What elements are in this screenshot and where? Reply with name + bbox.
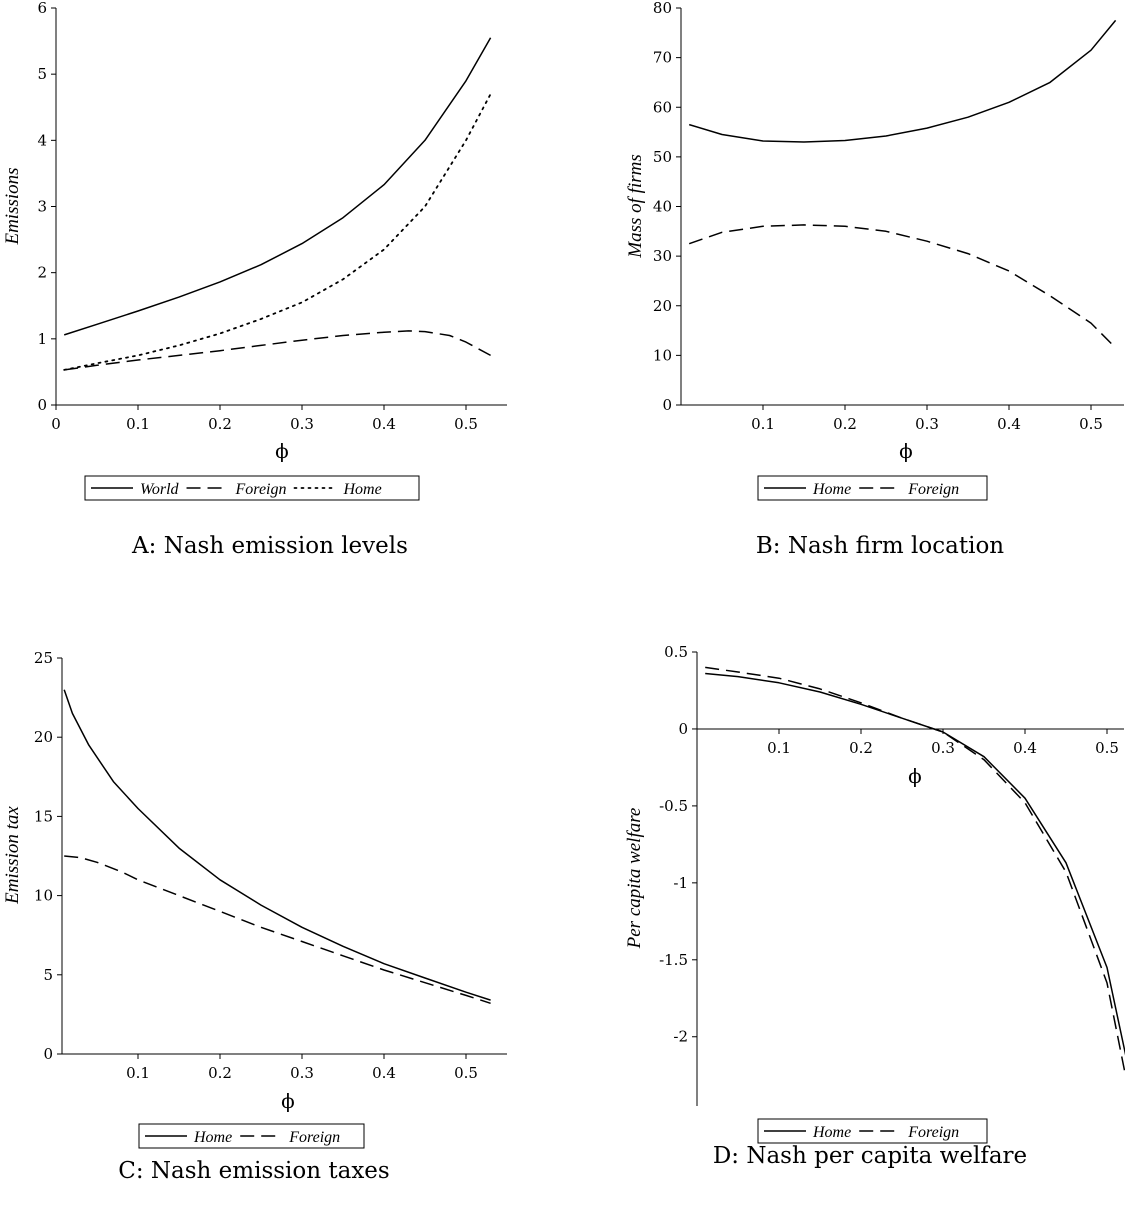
x-tick-label: 0.4 [997, 415, 1021, 433]
x-tick-label: 0.5 [1095, 739, 1119, 757]
legend-label-home: Home [342, 481, 381, 498]
y-tick-label: -1.5 [659, 951, 688, 969]
panel-caption: A: Nash emission levels [131, 533, 408, 559]
plot-area [63, 37, 492, 371]
y-tick-label: 10 [653, 346, 672, 364]
x-tick-label: 0.1 [751, 415, 775, 433]
y-tick-label: 6 [37, 0, 47, 17]
y-tick-label: 20 [653, 297, 672, 315]
series-line-foreign [64, 330, 491, 371]
x-tick-label: 0.2 [208, 1064, 232, 1082]
y-tick-label: 0 [678, 720, 688, 738]
plot-area [63, 689, 491, 1005]
y-axis-label: Mass of firms [625, 154, 646, 258]
legend: Home Foreign [757, 1118, 988, 1144]
legend-label-foreign: Foreign [235, 481, 287, 498]
series-line-home [688, 19, 1117, 143]
axes: 0 10 20 30 40 50 60 70 80 0.1 0.2 0.3 0.4 0.5 [653, 0, 1124, 433]
legend-label-home: Home [812, 481, 851, 498]
legend: World Foreign Home [84, 475, 420, 501]
y-tick-label: 80 [653, 0, 672, 17]
x-axis-label: ϕ [908, 764, 922, 788]
y-tick-label: 3 [37, 198, 47, 216]
y-tick-label: 0 [662, 396, 672, 414]
y-tick-label: 10 [34, 887, 53, 905]
axes: 0 5 10 15 20 25 0.1 0.2 0.3 0.4 0.5 [34, 649, 507, 1082]
y-tick-label: -2 [673, 1028, 688, 1046]
panel-c-emission-taxes: 0 5 10 15 20 25 0.1 0.2 0.3 0.4 0.5 Emission tax ϕ… [2, 649, 507, 1184]
y-tick-label: 2 [37, 264, 47, 282]
x-tick-label: 0.2 [849, 739, 873, 757]
x-tick-label: 0.4 [1013, 739, 1037, 757]
legend-label-world: World [140, 481, 180, 498]
y-tick-label: 20 [34, 728, 53, 746]
x-tick-label: 0.4 [372, 1064, 396, 1082]
series-line-foreign [64, 855, 491, 1005]
series-line-home [705, 672, 1125, 1056]
y-tick-label: 5 [37, 65, 47, 83]
series-line-home [63, 93, 492, 371]
y-tick-label: 40 [653, 198, 672, 216]
series-line-foreign [705, 666, 1125, 1077]
x-tick-label: 0.3 [290, 415, 314, 433]
y-tick-label: 0 [43, 1045, 53, 1063]
panel-a-emissions: 0 1 2 3 4 5 6 0 0.1 0.2 0.3 0.4 0.5 Emissions ϕ Worl… [2, 0, 507, 559]
y-tick-label: 60 [653, 98, 672, 116]
y-tick-label: 0.5 [664, 643, 688, 661]
x-tick-label: 0.1 [126, 415, 150, 433]
y-tick-label: 4 [37, 131, 47, 149]
y-tick-label: 25 [34, 649, 53, 667]
panel-caption: D: Nash per capita welfare [713, 1143, 1027, 1169]
y-axis-label: Emissions [2, 167, 23, 245]
legend-label-foreign: Foreign [288, 1129, 340, 1146]
y-axis-label: Per capita welfare [624, 808, 645, 950]
legend-label-home: Home [812, 1124, 851, 1141]
plot-area [705, 666, 1125, 1077]
x-tick-label: 0.3 [931, 739, 955, 757]
x-tick-label: 0.3 [290, 1064, 314, 1082]
y-tick-label: 1 [37, 330, 47, 348]
x-axis-label: ϕ [275, 439, 289, 463]
x-tick-label: 0.5 [454, 1064, 478, 1082]
panel-d-welfare: 0.5 0 -0.5 -1 -1.5 -2 0.1 0.2 0.3 0.4 0.5 Per capi… [624, 643, 1125, 1169]
x-axis-label: ϕ [899, 439, 913, 463]
x-tick-label: 0.3 [915, 415, 939, 433]
panel-b-firm-location: 0 10 20 30 40 50 60 70 80 0.1 0.2 0.3 0.4 0.5 Mass of… [625, 0, 1124, 559]
y-tick-label: -1 [673, 874, 688, 892]
y-tick-label: 70 [653, 49, 672, 67]
legend-box [84, 475, 420, 501]
y-axis-label: Emission tax [2, 806, 23, 905]
plot-area [688, 19, 1117, 349]
x-tick-label: 0.1 [126, 1064, 150, 1082]
series-line-home [63, 689, 491, 1001]
x-tick-label: 0.2 [833, 415, 857, 433]
series-line-foreign [688, 224, 1117, 349]
y-tick-label: 15 [34, 807, 53, 825]
legend-label-home: Home [193, 1129, 232, 1146]
legend: Home Foreign [138, 1123, 365, 1149]
y-tick-label: 30 [653, 247, 672, 265]
y-tick-label: 50 [653, 148, 672, 166]
axes: 0 1 2 3 4 5 6 0 0.1 0.2 0.3 0.4 0.5 [37, 0, 507, 433]
y-tick-label: 5 [43, 966, 53, 984]
panel-caption: C: Nash emission taxes [118, 1158, 389, 1184]
legend-label-foreign: Foreign [907, 481, 959, 498]
y-tick-label: -0.5 [659, 797, 688, 815]
y-tick-label: 0 [37, 396, 47, 414]
x-tick-label: 0.4 [372, 415, 396, 433]
x-tick-label: 0.1 [767, 739, 791, 757]
x-tick-label: 0.5 [1079, 415, 1103, 433]
x-axis-label: ϕ [281, 1089, 295, 1113]
panel-caption: B: Nash firm location [756, 533, 1004, 559]
legend-label-foreign: Foreign [907, 1124, 959, 1141]
x-tick-label: 0 [51, 415, 61, 433]
x-tick-label: 0.2 [208, 415, 232, 433]
legend: Home Foreign [757, 475, 988, 501]
series-line-world [63, 37, 492, 336]
axes: 0.5 0 -0.5 -1 -1.5 -2 0.1 0.2 0.3 0.4 0.5 [659, 643, 1124, 1106]
x-tick-label: 0.5 [454, 415, 478, 433]
